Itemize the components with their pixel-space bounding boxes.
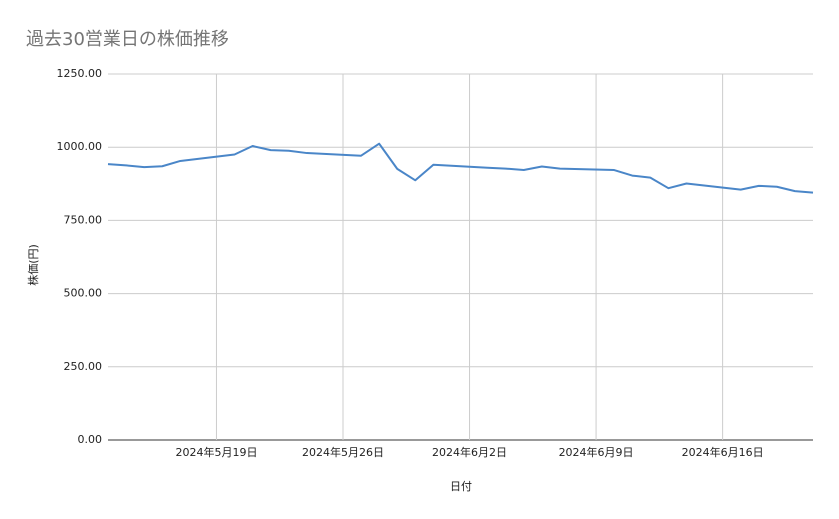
- x-axis-title: 日付: [450, 480, 472, 493]
- x-tick-label: 2024年5月19日: [175, 445, 257, 459]
- chart-title: 過去30営業日の株価推移: [26, 29, 229, 50]
- y-tick-label: 1250.00: [57, 67, 103, 80]
- data-line: [107, 142, 814, 194]
- x-tick-label: 2024年6月16日: [682, 445, 764, 459]
- y-axis-title: 株価(円): [26, 244, 40, 286]
- y-tick-label: 500.00: [64, 287, 103, 300]
- y-tick-label: 750.00: [64, 213, 103, 226]
- x-tick-label: 2024年6月9日: [559, 445, 634, 459]
- x-tick-label: 2024年6月2日: [432, 445, 507, 459]
- y-tick-label: 1000.00: [57, 140, 103, 153]
- y-tick-label: 250.00: [64, 360, 103, 373]
- y-tick-label: 0.00: [78, 433, 103, 446]
- x-tick-label: 2024年5月26日: [302, 445, 384, 459]
